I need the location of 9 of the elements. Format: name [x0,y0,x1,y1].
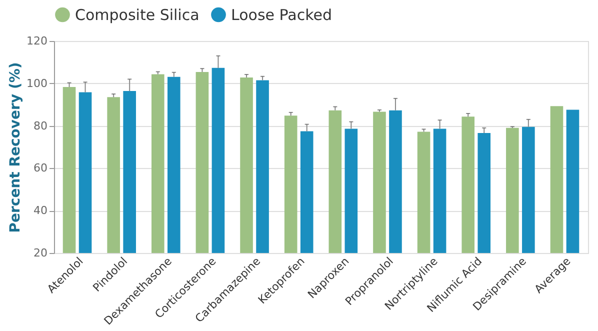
y-tick-label: 20 [34,246,48,260]
y-tick-label: 60 [34,162,48,175]
y-tick-label: 80 [34,119,48,132]
legend-label: Loose Packed [231,6,332,24]
legend-label: Composite Silica [75,6,200,24]
y-tick-label: 40 [34,204,48,218]
y-tick-label: 100 [26,76,48,90]
y-axis-title: Percent Recovery (%) [8,62,24,233]
y-tick-label: 120 [26,34,48,48]
